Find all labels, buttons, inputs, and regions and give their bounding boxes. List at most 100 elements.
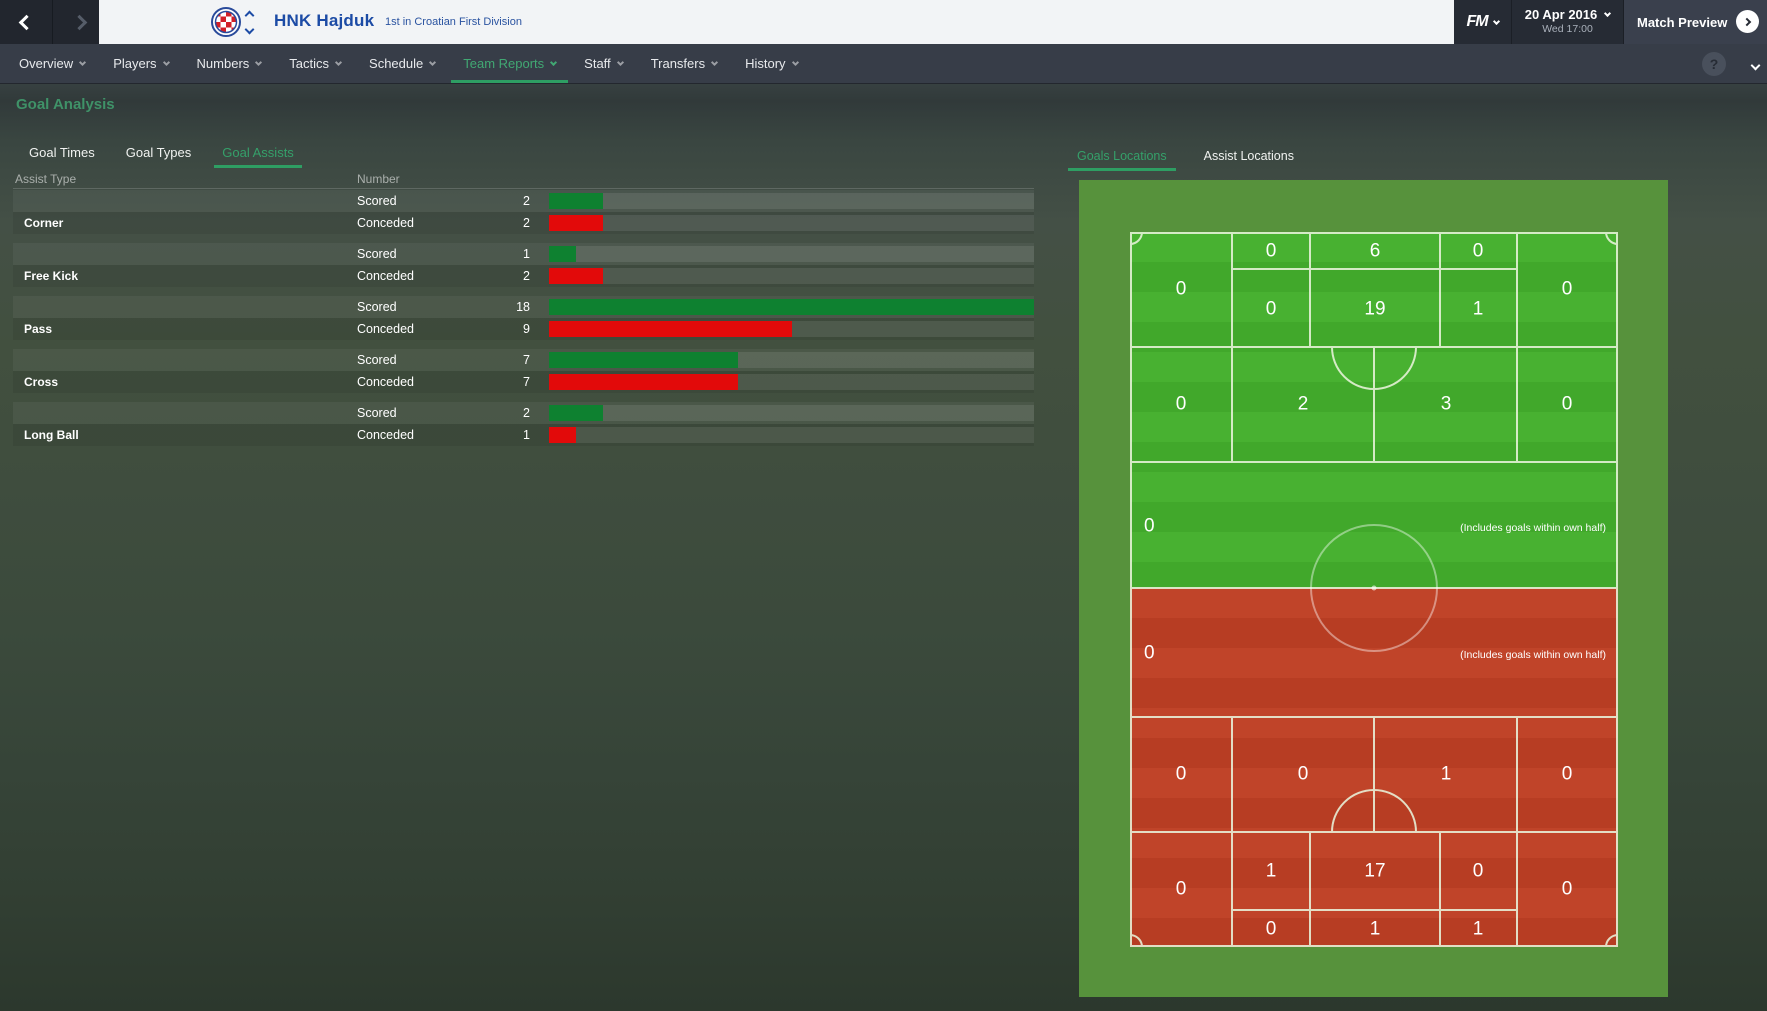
scored-value: 2 — [523, 406, 530, 420]
assist-row-conceded: Free Kick Conceded 2 — [13, 265, 1034, 287]
chevron-down-icon — [1750, 60, 1761, 71]
bar-track — [549, 299, 1034, 315]
assist-type-label: Pass — [24, 322, 53, 336]
tab-goals-locations[interactable]: Goals Locations — [1068, 146, 1176, 171]
scored-bar — [549, 299, 1034, 315]
tab-goal-types[interactable]: Goal Types — [125, 145, 192, 160]
assist-row-scored: Scored 7 — [13, 349, 1034, 371]
nav-item-label: Staff — [584, 56, 611, 71]
nav-item-label: Transfers — [650, 56, 706, 71]
collapse-nav-button[interactable] — [1750, 57, 1761, 72]
main-nav: Overview Players Numbers Tactics Schedule Tea… — [0, 44, 1767, 84]
conceded-value: 1 — [523, 428, 530, 442]
assist-type-label: Corner — [24, 216, 64, 230]
pitch-zone-defense-deep_note: (Includes goals within own half) — [1460, 649, 1606, 661]
nav-item-players[interactable]: Players — [99, 44, 182, 83]
nav-item-overview[interactable]: Overview — [5, 44, 99, 83]
chevron-down-icon — [255, 58, 263, 66]
current-date: 20 Apr 2016 — [1524, 7, 1598, 22]
club-badge-icon[interactable] — [211, 7, 241, 37]
pitch-zone-attack-deep: 0 — [1144, 516, 1155, 537]
pitch-zone-attack-mid_left: 0 — [1176, 394, 1187, 415]
pitch-zone-attack-six_right: 0 — [1473, 241, 1484, 262]
pitch-diagram: 0 0 6 0 0 19 1 0 0 2 3 0 0 (Includes goals within own… — [1130, 232, 1618, 947]
nav-item-history[interactable]: History — [731, 44, 811, 83]
assist-type-label: Cross — [24, 375, 59, 389]
pitch-zone-attack-box_center: 19 — [1364, 299, 1385, 320]
col-assist-type: Assist Type — [15, 172, 77, 186]
pitch-zone-attack-box_right: 1 — [1473, 299, 1484, 320]
chevron-down-icon — [1492, 17, 1500, 25]
pitch-zone-defense-wide_left: 0 — [1176, 879, 1187, 900]
chevron-down-icon — [429, 58, 437, 66]
scored-label: Scored — [357, 353, 397, 367]
date-selector[interactable]: 20 Apr 2016 Wed 17:00 — [1512, 0, 1624, 44]
chevron-down-icon — [79, 58, 87, 66]
help-button[interactable]: ? — [1702, 52, 1726, 76]
pitch-zone-attack-mid_right: 0 — [1562, 394, 1573, 415]
conceded-label: Conceded — [357, 428, 414, 442]
match-preview-label: Match Preview — [1637, 14, 1728, 30]
chevron-up-icon — [244, 10, 254, 20]
nav-item-label: History — [745, 56, 786, 71]
nav-item-transfers[interactable]: Transfers — [637, 44, 731, 83]
scored-value: 2 — [523, 194, 530, 208]
bar-track — [549, 374, 1034, 390]
pitch-zone-attack-wide_right: 0 — [1562, 279, 1573, 300]
tab-assist-locations[interactable]: Assist Locations — [1203, 149, 1294, 163]
nav-item-label: Schedule — [369, 56, 424, 71]
bar-track — [549, 352, 1034, 368]
nav-item-staff[interactable]: Staff — [570, 44, 637, 83]
scored-value: 1 — [523, 247, 530, 261]
conceded-bar — [549, 215, 603, 231]
current-day-time: Wed 17:00 — [1542, 23, 1593, 35]
pitch-zone-attack-wide_left: 0 — [1176, 279, 1187, 300]
pitch-zone-defense-mid_center_left: 0 — [1298, 764, 1309, 785]
scored-value: 18 — [516, 300, 530, 314]
club-name: HNK Hajduk — [274, 11, 375, 30]
goal-analysis-tabs: Goal Times Goal Types Goal Assists — [21, 143, 317, 168]
pitch-zone-attack-mid_center_right: 3 — [1441, 394, 1452, 415]
scored-label: Scored — [357, 300, 397, 314]
goals-locations-panel: 0 0 6 0 0 19 1 0 0 2 3 0 0 (Includes goals within own… — [1079, 180, 1668, 997]
scored-bar — [549, 405, 603, 421]
club-switcher[interactable] — [241, 6, 257, 38]
nav-item-team-reports[interactable]: Team Reports — [449, 44, 570, 83]
fm-menu[interactable]: FM — [1454, 0, 1512, 44]
scored-label: Scored — [357, 247, 397, 261]
conceded-label: Conceded — [357, 269, 414, 283]
top-bar: HNK Hajduk 1st in Croatian First Divisio… — [0, 0, 1767, 44]
pitch-zone-attack-mid_center_left: 2 — [1298, 394, 1309, 415]
scored-label: Scored — [357, 406, 397, 420]
bar-track — [549, 405, 1034, 421]
conceded-value: 7 — [523, 375, 530, 389]
pitch-markings: 0 0 6 0 0 19 1 0 0 2 3 0 0 (Includes goals within own… — [1130, 232, 1618, 947]
bar-track — [549, 268, 1034, 284]
pitch-zone-attack-deep_note: (Includes goals within own half) — [1460, 522, 1606, 534]
bar-track — [549, 321, 1034, 337]
conceded-bar — [549, 268, 603, 284]
tab-goal-times[interactable]: Goal Times — [29, 145, 95, 160]
chevron-down-icon — [711, 58, 719, 66]
scored-bar — [549, 193, 603, 209]
locations-tabs: Goals Locations Assist Locations — [1068, 146, 1322, 171]
back-icon — [18, 14, 34, 30]
nav-item-schedule[interactable]: Schedule — [355, 44, 449, 83]
col-number: Number — [357, 172, 400, 186]
pitch-zone-attack-six_center: 6 — [1370, 241, 1381, 262]
scored-bar — [549, 246, 576, 262]
back-button[interactable] — [0, 0, 53, 44]
pitch-zone-attack-box_left: 0 — [1266, 299, 1277, 320]
assist-row-conceded: Cross Conceded 7 — [13, 371, 1034, 393]
bar-track — [549, 215, 1034, 231]
assist-row-conceded: Corner Conceded 2 — [13, 212, 1034, 234]
nav-item-tactics[interactable]: Tactics — [275, 44, 355, 83]
assist-group-free-kick: Scored 1 Free Kick Conceded 2 — [13, 243, 1034, 287]
match-preview-button[interactable]: Match Preview — [1624, 0, 1767, 44]
assist-row-scored: Scored 2 — [13, 402, 1034, 424]
nav-item-numbers[interactable]: Numbers — [183, 44, 276, 83]
tab-goal-assists[interactable]: Goal Assists — [214, 143, 302, 168]
page-title: Goal Analysis — [16, 96, 115, 113]
club-league-position: 1st in Croatian First Division — [385, 16, 522, 28]
pitch-zone-defense-wide_right: 0 — [1562, 879, 1573, 900]
